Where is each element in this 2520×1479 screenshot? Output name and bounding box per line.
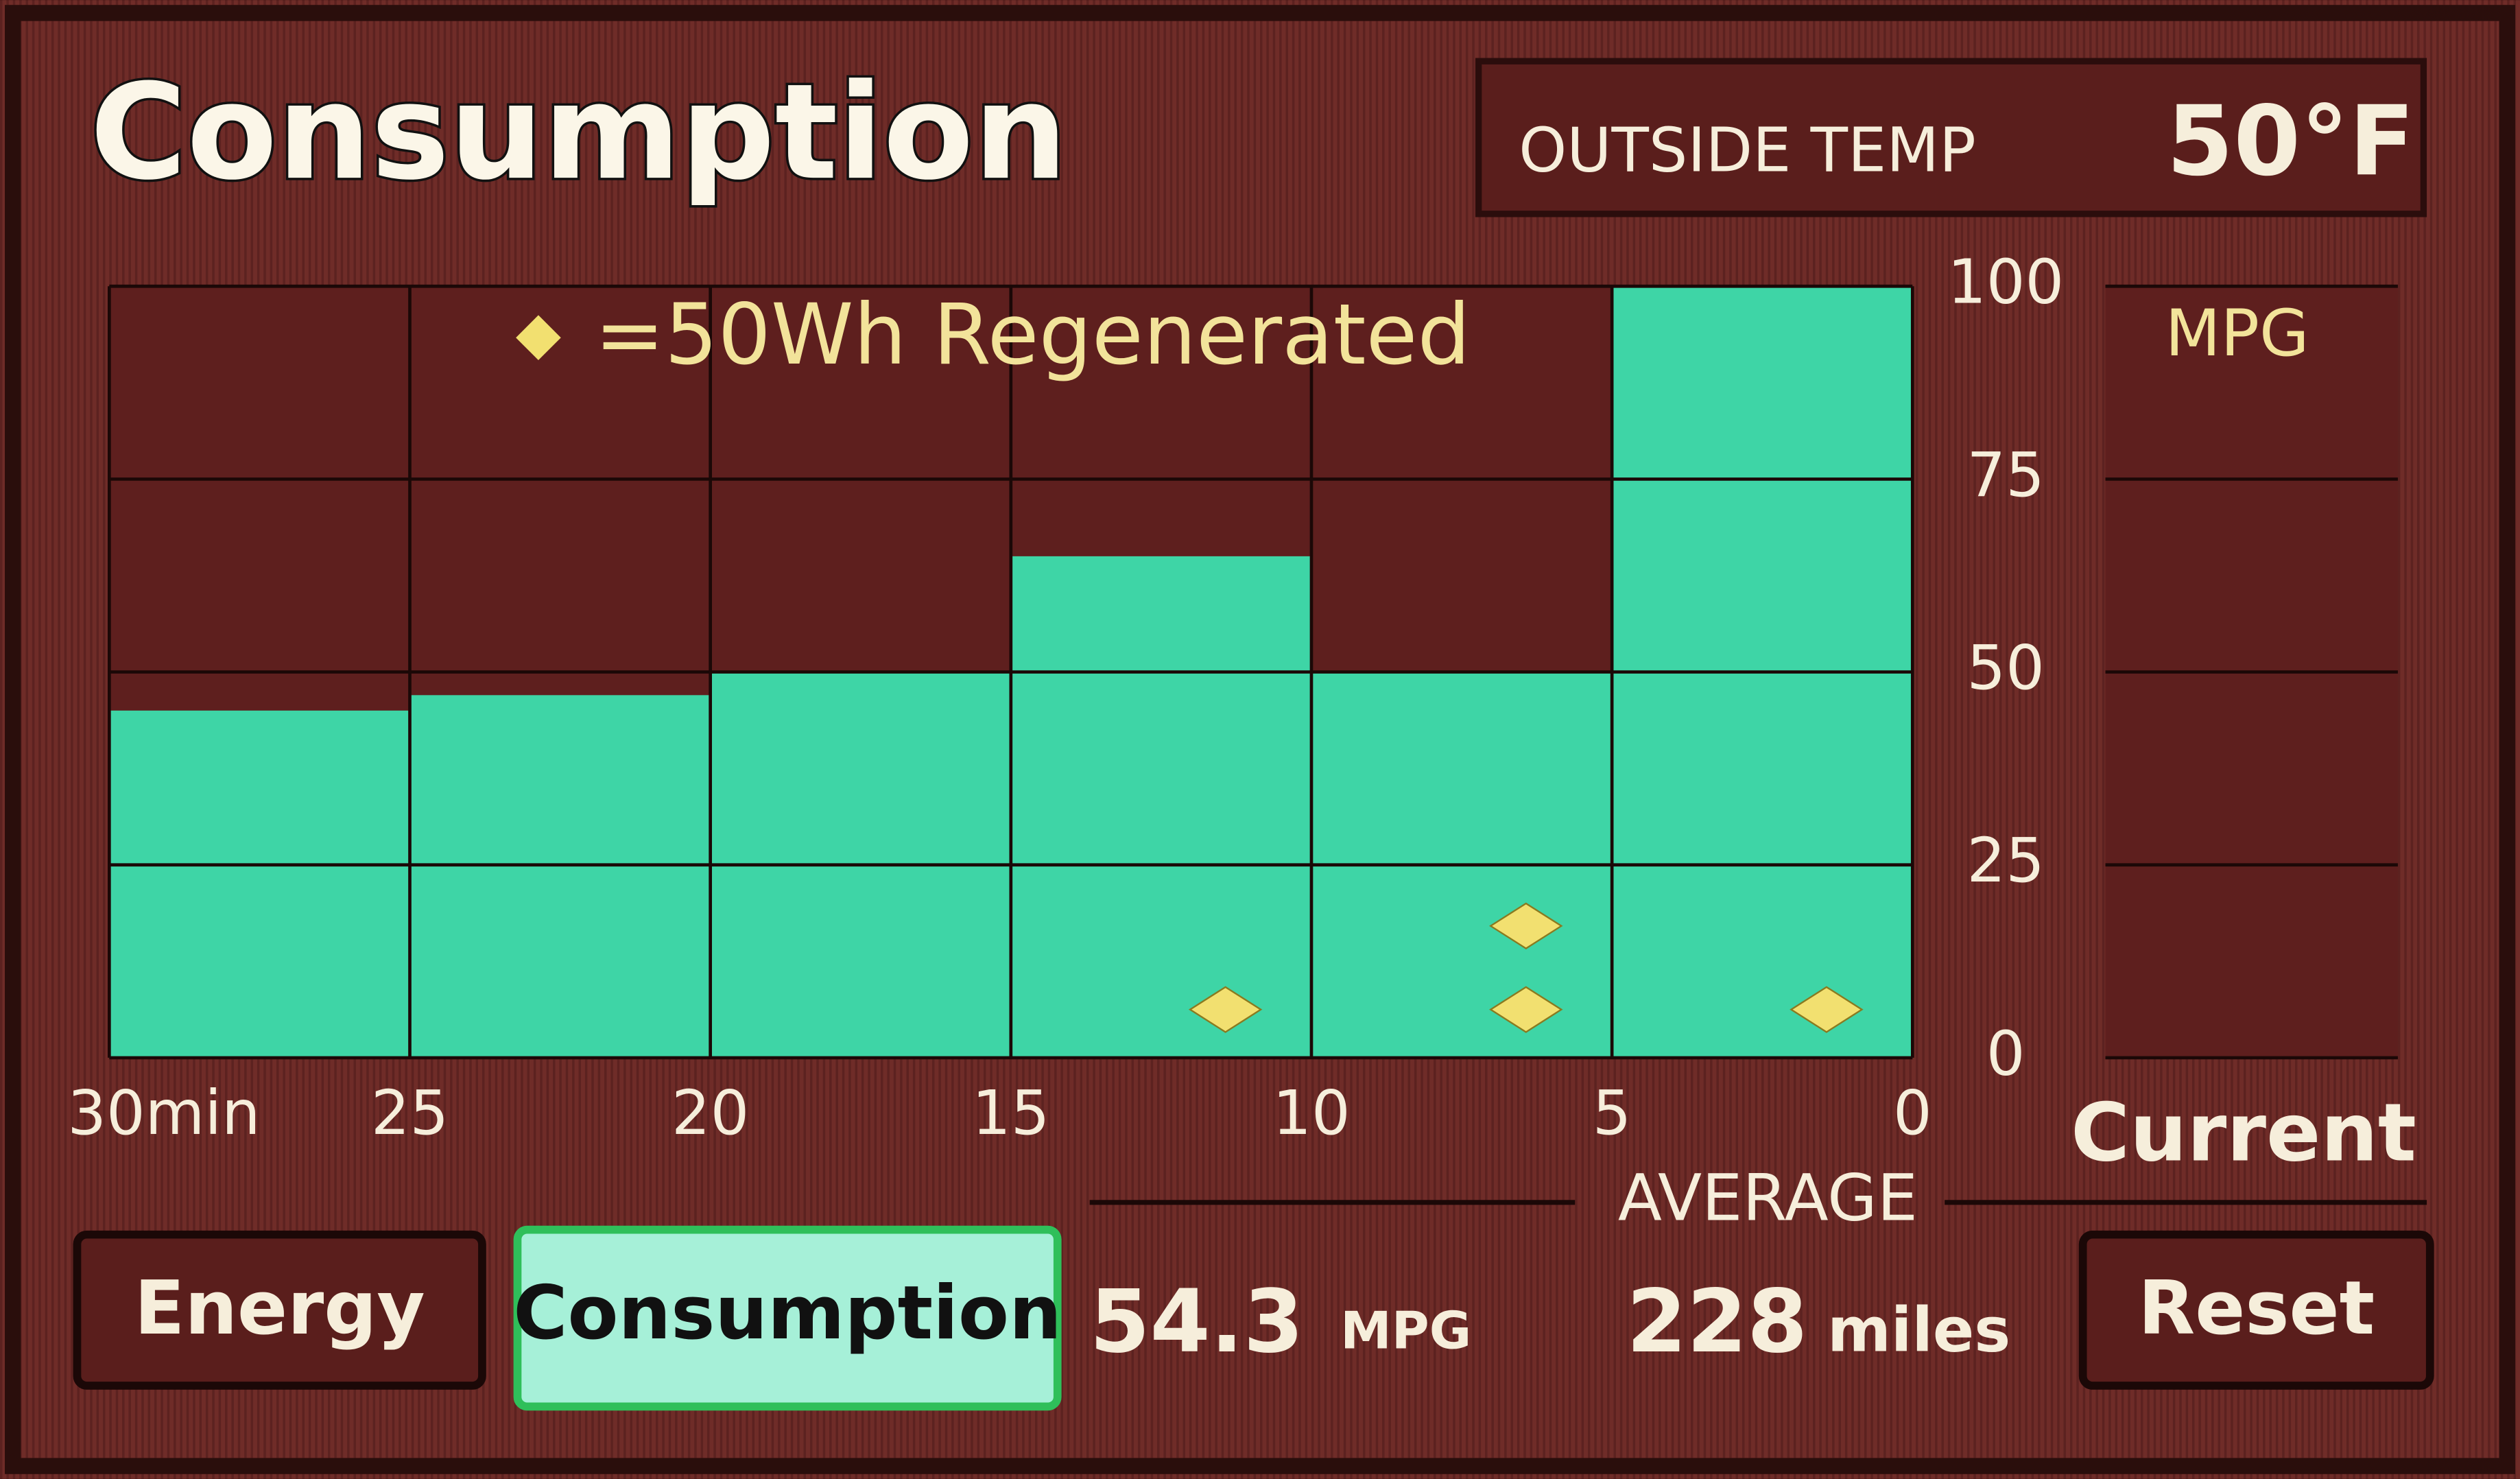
y-tick-label: 50 (1967, 632, 2045, 703)
temp-value: 50°F (2167, 86, 2415, 198)
current-unit: MPG (2165, 296, 2309, 371)
y-tick-label: 75 (1967, 439, 2045, 510)
screen-title: Consumption (90, 56, 1067, 209)
consumption-button[interactable] (513, 1225, 1062, 1411)
temp-panel (1475, 58, 2427, 217)
y-tick-label: 100 (1947, 246, 2064, 318)
consumption-button-label[interactable]: Consumption (513, 1270, 1061, 1356)
energy-button-label[interactable]: Energy (134, 1266, 425, 1351)
regen-icon (1188, 986, 1263, 1033)
x-tick-label: 5 (1593, 1077, 1632, 1148)
annotation: =50Wh Regenerated (595, 286, 1471, 383)
average-distance-unit: miles (1827, 1294, 2010, 1365)
current-label: Current (2071, 1085, 2416, 1179)
regen-icon (1489, 986, 1563, 1033)
regen-icon (1790, 986, 1864, 1033)
bar (409, 695, 711, 1058)
x-tick-label: 20 (671, 1077, 749, 1148)
temp-label: OUTSIDE TEMP (1519, 115, 1976, 186)
x-tick-label: 15 (972, 1077, 1049, 1148)
y-tick-label: 25 (1967, 825, 2045, 896)
bezel (5, 5, 2515, 1474)
reset-button-label[interactable]: Reset (2138, 1266, 2375, 1351)
average-mpg-unit: MPG (1340, 1300, 1471, 1360)
x-tick-label: 0 (1893, 1077, 1932, 1148)
regen-icon (1489, 902, 1563, 949)
average-mpg: 54.3 (1090, 1271, 1304, 1372)
bar (1010, 556, 1311, 1058)
energy-button[interactable] (73, 1230, 486, 1390)
bar (109, 710, 410, 1058)
average-label: AVERAGE (1618, 1161, 1918, 1236)
y-tick-label: 0 (1986, 1017, 2025, 1089)
reset-button[interactable] (2078, 1230, 2434, 1390)
x-tick-label: 30min (67, 1077, 260, 1148)
x-tick-label: 25 (371, 1077, 449, 1148)
average-distance: 228 (1626, 1271, 1807, 1372)
x-tick-label: 10 (1272, 1077, 1350, 1148)
regen-legend-icon (516, 315, 561, 361)
